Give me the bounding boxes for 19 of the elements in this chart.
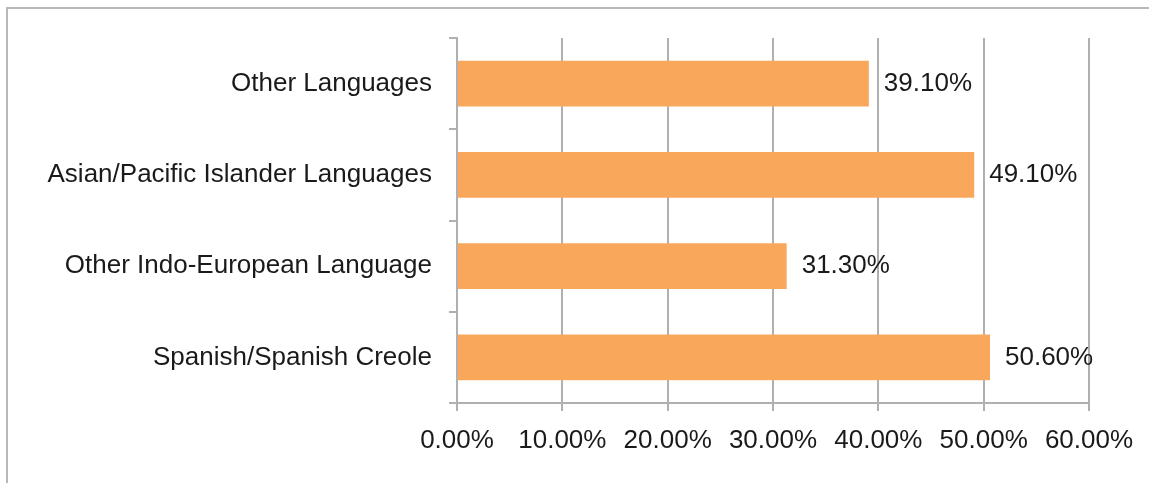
y-tick-label: Other Indo-European Language bbox=[64, 249, 432, 280]
bar bbox=[458, 243, 787, 289]
x-tick-label: 60.00% bbox=[1044, 423, 1134, 454]
bar bbox=[458, 60, 869, 107]
x-tick-label: 0.00% bbox=[420, 423, 494, 454]
data-label: 39.10% bbox=[883, 66, 973, 97]
x-tick-label: 10.00% bbox=[518, 423, 607, 454]
bar bbox=[458, 334, 990, 381]
data-label: 50.60% bbox=[1004, 340, 1094, 371]
data-label: 31.30% bbox=[801, 249, 890, 280]
y-tick-label: Other Languages bbox=[231, 66, 432, 97]
bar bbox=[458, 152, 975, 198]
x-tick-label: 40.00% bbox=[834, 423, 923, 454]
data-label: 49.10% bbox=[989, 158, 1078, 189]
x-tick-label: 20.00% bbox=[623, 423, 712, 454]
x-tick-label: 50.00% bbox=[939, 423, 1028, 454]
y-tick-label: Asian/Pacific Islander Languages bbox=[47, 158, 432, 189]
x-tick-label: 30.00% bbox=[728, 423, 818, 454]
y-tick-label: Spanish/Spanish Creole bbox=[153, 340, 432, 371]
